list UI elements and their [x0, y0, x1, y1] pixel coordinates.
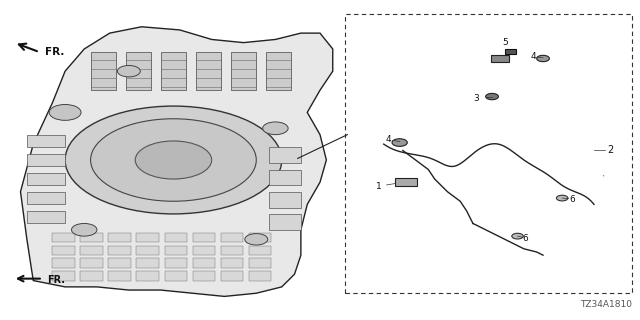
FancyBboxPatch shape — [27, 154, 65, 166]
Circle shape — [392, 139, 407, 146]
FancyBboxPatch shape — [221, 233, 243, 243]
FancyBboxPatch shape — [52, 233, 75, 243]
FancyBboxPatch shape — [269, 147, 301, 163]
FancyBboxPatch shape — [269, 214, 301, 230]
Circle shape — [537, 55, 549, 62]
FancyBboxPatch shape — [266, 52, 291, 90]
FancyBboxPatch shape — [27, 173, 65, 185]
FancyBboxPatch shape — [196, 52, 221, 90]
FancyBboxPatch shape — [221, 258, 243, 268]
FancyBboxPatch shape — [248, 271, 271, 281]
Text: 3: 3 — [474, 94, 479, 103]
FancyBboxPatch shape — [108, 258, 131, 268]
FancyBboxPatch shape — [136, 271, 159, 281]
Text: 6: 6 — [570, 195, 575, 204]
FancyBboxPatch shape — [27, 192, 65, 204]
FancyBboxPatch shape — [193, 233, 215, 243]
FancyBboxPatch shape — [161, 52, 186, 90]
Text: 1: 1 — [376, 182, 382, 191]
FancyBboxPatch shape — [108, 246, 131, 255]
FancyBboxPatch shape — [395, 178, 417, 186]
Circle shape — [65, 106, 282, 214]
FancyBboxPatch shape — [248, 258, 271, 268]
Text: 6: 6 — [523, 234, 529, 243]
FancyBboxPatch shape — [221, 246, 243, 255]
FancyBboxPatch shape — [193, 258, 215, 268]
Circle shape — [117, 66, 140, 77]
Text: TZ34A1810: TZ34A1810 — [580, 300, 632, 309]
FancyBboxPatch shape — [108, 271, 131, 281]
FancyBboxPatch shape — [136, 258, 159, 268]
FancyBboxPatch shape — [52, 271, 75, 281]
FancyBboxPatch shape — [136, 246, 159, 255]
FancyBboxPatch shape — [248, 233, 271, 243]
Circle shape — [135, 141, 212, 179]
Circle shape — [512, 233, 524, 239]
FancyBboxPatch shape — [193, 246, 215, 255]
FancyBboxPatch shape — [81, 246, 102, 255]
FancyBboxPatch shape — [248, 246, 271, 255]
FancyBboxPatch shape — [27, 135, 65, 147]
Circle shape — [262, 122, 288, 135]
Circle shape — [556, 195, 568, 201]
FancyBboxPatch shape — [136, 233, 159, 243]
FancyBboxPatch shape — [221, 271, 243, 281]
FancyBboxPatch shape — [491, 55, 509, 62]
Text: FR.: FR. — [47, 275, 65, 284]
FancyBboxPatch shape — [27, 211, 65, 223]
Text: 2: 2 — [607, 146, 613, 156]
FancyBboxPatch shape — [125, 52, 151, 90]
Text: FR.: FR. — [45, 47, 64, 57]
FancyBboxPatch shape — [269, 192, 301, 208]
FancyBboxPatch shape — [193, 271, 215, 281]
Circle shape — [72, 223, 97, 236]
FancyBboxPatch shape — [52, 246, 75, 255]
Text: 5: 5 — [502, 38, 508, 47]
FancyBboxPatch shape — [81, 233, 102, 243]
Circle shape — [49, 105, 81, 120]
FancyBboxPatch shape — [81, 258, 102, 268]
Circle shape — [245, 234, 268, 245]
Text: 4: 4 — [386, 135, 391, 144]
FancyBboxPatch shape — [231, 52, 256, 90]
Polygon shape — [20, 27, 333, 296]
FancyBboxPatch shape — [91, 52, 116, 90]
Circle shape — [486, 93, 499, 100]
Circle shape — [91, 119, 256, 201]
FancyBboxPatch shape — [164, 271, 187, 281]
FancyBboxPatch shape — [52, 258, 75, 268]
Text: 4: 4 — [531, 52, 536, 61]
FancyBboxPatch shape — [505, 49, 516, 54]
FancyBboxPatch shape — [269, 170, 301, 185]
FancyBboxPatch shape — [164, 258, 187, 268]
FancyBboxPatch shape — [164, 246, 187, 255]
FancyBboxPatch shape — [164, 233, 187, 243]
FancyBboxPatch shape — [108, 233, 131, 243]
FancyBboxPatch shape — [81, 271, 102, 281]
